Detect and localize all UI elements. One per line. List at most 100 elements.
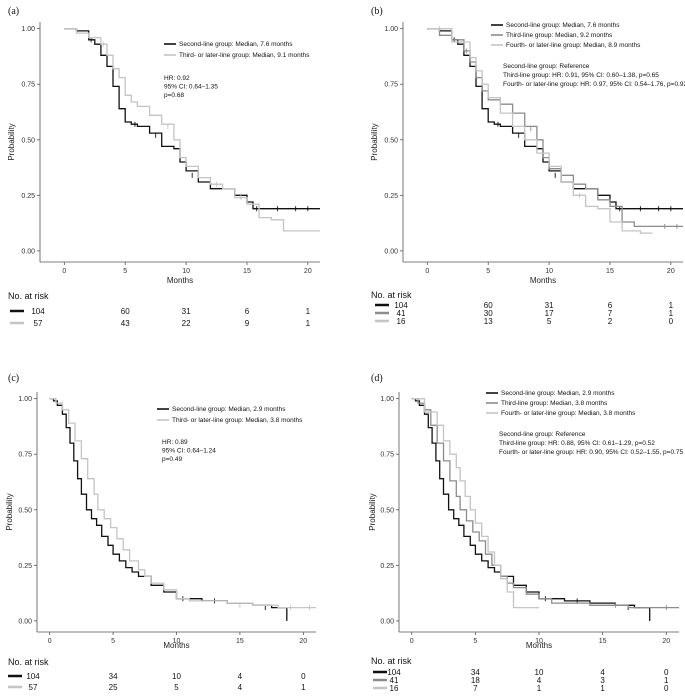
- y-tick-label: 1.00: [18, 396, 32, 403]
- legend-entry: Fourth- or later-line group: Median, 8.9…: [506, 42, 641, 49]
- y-tick-label: 0.00: [18, 618, 32, 625]
- risk-count: 10: [535, 668, 544, 677]
- risk-count: 1: [600, 684, 605, 693]
- y-axis-title: Probability: [368, 493, 377, 530]
- legend-entry: Second-line group: Median, 2.9 months: [172, 406, 286, 413]
- survival-curve-1: [49, 398, 288, 621]
- y-tick-label: 0.00: [384, 248, 398, 255]
- risk-count: 3: [600, 676, 605, 685]
- x-axis-title: Months: [526, 641, 552, 650]
- x-tick-label: 0: [410, 638, 414, 645]
- legend-entry: Fourth- or later-line group: Median, 3.8…: [501, 410, 636, 417]
- risk-count: 4: [238, 683, 243, 692]
- risk-count: 10: [172, 672, 181, 681]
- risk-count: 4: [238, 672, 243, 681]
- x-tick-label: 5: [473, 638, 477, 645]
- risk-table-title: No. at risk: [371, 656, 412, 666]
- legend-entry: Third-line group: Median, 9.2 months: [506, 32, 613, 39]
- stat-annotation: 95% CI: 0.64–1.24: [162, 448, 216, 455]
- risk-count: 0: [669, 317, 674, 326]
- stat-annotation: p=0.68: [164, 92, 184, 99]
- y-tick-label: 0.25: [384, 193, 398, 200]
- legend-entry: Second-line group: Median, 7.6 months: [179, 41, 293, 48]
- risk-count: 34: [471, 668, 480, 677]
- x-tick-label: 20: [304, 268, 312, 275]
- legend-entry: Third- or later-line group: Median, 9.1 …: [179, 52, 310, 59]
- x-tick-label: 15: [243, 268, 251, 275]
- y-tick-label: 0.25: [18, 563, 32, 570]
- x-tick-label: 10: [173, 638, 181, 645]
- risk-count: 9: [245, 319, 250, 328]
- km-panel-4: (d)0.000.250.500.751.000 5 10 15 20Probabili…: [368, 373, 683, 693]
- survival-curve-1: [427, 28, 683, 210]
- risk-count: 0: [664, 668, 669, 677]
- y-tick-label: 0.75: [384, 82, 398, 89]
- risk-count: 5: [174, 683, 179, 692]
- stat-annotation: HR: 0.92: [164, 75, 190, 82]
- risk-count: 6: [245, 307, 250, 316]
- y-tick-label: 0.25: [21, 193, 35, 200]
- panel-label: (c): [8, 373, 19, 384]
- x-tick-label: 20: [667, 268, 675, 275]
- stat-annotation: HR: 0.89: [162, 439, 188, 446]
- y-tick-label: 0.75: [380, 452, 394, 459]
- x-tick-label: 10: [545, 268, 553, 275]
- x-tick-label: 0: [48, 638, 52, 645]
- risk-count: 104: [31, 307, 45, 316]
- km-panel-1: (a) 0.00 0.25 0.50 0.75 1.00 0 5 10 15 20 Probabili…: [7, 6, 320, 328]
- risk-count: 0: [301, 672, 306, 681]
- risk-count: 18: [471, 676, 480, 685]
- risk-count: 17: [545, 309, 554, 318]
- legend-entry: Third-line group: Median, 3.8 months: [501, 400, 608, 407]
- x-tick-label: 0: [62, 268, 66, 275]
- risk-count: 104: [394, 301, 408, 310]
- risk-count: 16: [397, 317, 406, 326]
- y-tick-label: 1.00: [380, 396, 394, 403]
- risk-table-title: No. at risk: [8, 657, 49, 667]
- x-tick-label: 5: [123, 268, 127, 275]
- x-axis-title: Months: [530, 276, 556, 285]
- risk-count: 0: [664, 684, 669, 693]
- risk-count: 57: [29, 683, 38, 692]
- risk-count: 25: [109, 683, 118, 692]
- x-axis-title: Months: [167, 276, 193, 285]
- stat-annotation: p=0.49: [162, 456, 182, 463]
- risk-count: 1: [669, 301, 674, 310]
- stat-annotation: 95% CI: 0.64–1.35: [164, 84, 218, 91]
- legend-entry: Second-line group: Median, 2.9 months: [501, 390, 615, 397]
- risk-count: 30: [484, 309, 493, 318]
- y-tick-label: 0.50: [380, 507, 394, 514]
- risk-count: 34: [109, 672, 118, 681]
- survival-curve-3: [411, 398, 539, 609]
- risk-count: 1: [537, 684, 542, 693]
- y-axis-title: Probability: [370, 123, 379, 160]
- risk-count: 16: [390, 684, 399, 693]
- risk-count: 41: [390, 676, 399, 685]
- risk-count: 22: [182, 319, 191, 328]
- risk-count: 1: [669, 309, 674, 318]
- risk-table-title: No. at risk: [8, 291, 49, 301]
- risk-count: 104: [387, 668, 401, 677]
- y-tick-label: 0.00: [380, 618, 394, 625]
- survival-curve-1: [411, 398, 651, 621]
- stat-annotation: Second-line group: Reference: [503, 63, 590, 70]
- survival-curve-2: [49, 398, 316, 609]
- risk-count: 31: [545, 301, 554, 310]
- y-tick-label: 0.50: [18, 507, 32, 514]
- x-tick-label: 5: [111, 638, 115, 645]
- survival-curve-3: [427, 28, 653, 234]
- legend-entry: Third- or later-line group: Median, 3.8 …: [172, 417, 303, 424]
- risk-count: 4: [537, 676, 542, 685]
- km-panel-2: (b)0.000.250.500.751.000 5 10 15 20Probabili…: [370, 6, 685, 326]
- y-axis-title: Probability: [5, 493, 14, 530]
- x-tick-label: 20: [662, 638, 670, 645]
- risk-count: 60: [121, 307, 130, 316]
- y-tick-label: 1.00: [384, 26, 398, 33]
- risk-count: 1: [664, 676, 669, 685]
- y-tick-label: 0.75: [18, 452, 32, 459]
- y-axis-title: Probability: [7, 123, 16, 160]
- risk-count: 41: [397, 309, 406, 318]
- panel-label: (a): [8, 6, 19, 17]
- y-tick-label: 0.25: [380, 563, 394, 570]
